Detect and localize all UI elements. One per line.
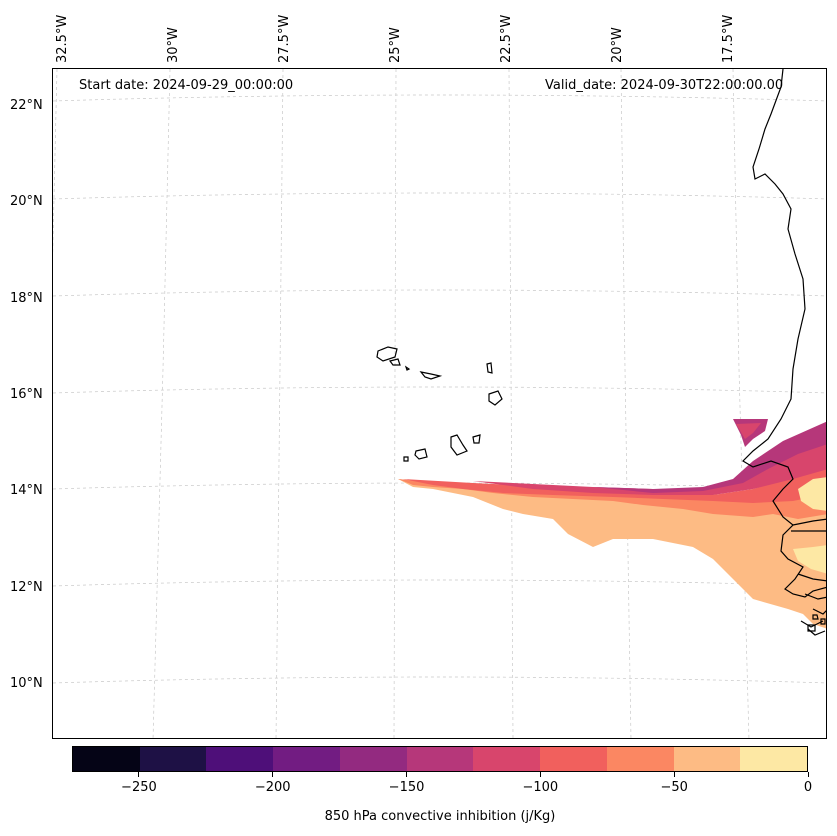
colorbar-tick-label: 0	[803, 780, 813, 795]
grid-lat-14n	[53, 482, 826, 490]
colorbar-tick-label: −250	[121, 780, 157, 795]
island-santo-antao	[376, 346, 398, 362]
colorbar-segment	[339, 747, 407, 771]
colorbar-tick-label: −150	[388, 780, 425, 795]
lat-label-20n: 20°N	[10, 194, 43, 209]
colorbar-tick-label: −100	[522, 780, 559, 795]
colorbar-tick	[807, 772, 809, 777]
grid-lon-22-5w	[508, 69, 514, 738]
island-maio	[472, 434, 481, 444]
lat-label-12n: 12°N	[10, 580, 43, 595]
grid-lat-10n	[53, 676, 826, 684]
lon-label-22-5w: 22.5°W	[499, 14, 514, 63]
lon-label-30w: 30°W	[166, 27, 181, 63]
grid-lon-30w	[152, 69, 171, 738]
island-fogo	[414, 448, 428, 460]
island-boa-vista	[488, 390, 503, 406]
island-sao-nicolau	[419, 371, 443, 380]
island-santiago	[450, 434, 468, 456]
grid-lat-18n	[53, 289, 826, 297]
island-santa-luzia	[404, 365, 411, 371]
colorbar-label: 850 hPa convective inhibition (j/Kg)	[324, 809, 556, 824]
lon-label-32-5w: 32.5°W	[55, 14, 70, 63]
grid-lon-27-5w	[275, 69, 284, 738]
start-date-label: Start date: 2024-09-29_00:00:00	[79, 78, 294, 93]
lon-label-25w: 25°W	[388, 27, 403, 63]
lon-label-27-5w: 27.5°W	[277, 14, 292, 63]
africa-coastline	[742, 69, 826, 598]
guinea-bissau-coast	[797, 573, 826, 636]
colorbar-segment	[740, 747, 808, 771]
valid-date-label: Valid_date: 2024-09-30T22:00:00.00	[545, 78, 784, 93]
bijagos-islands	[807, 614, 826, 632]
colorbar-segment	[473, 747, 541, 771]
lon-label-20w: 20°W	[610, 27, 625, 63]
lat-label-10n: 10°N	[10, 676, 43, 691]
colorbar-segment	[139, 747, 207, 771]
island-sao-vicente	[388, 358, 401, 366]
grid-lon-25w	[393, 69, 397, 738]
graticule	[53, 69, 826, 738]
cin-hotspot-minus-25-2	[793, 545, 826, 574]
lat-label-22n: 22°N	[10, 98, 43, 113]
colorbar-tick-label: −200	[254, 780, 291, 795]
colorbar-tick	[406, 772, 408, 777]
island-sal	[486, 362, 493, 374]
grid-lat-16n	[53, 386, 826, 394]
cin-band-minus-125-north	[736, 423, 761, 439]
grid-lon-17-5w	[732, 69, 750, 738]
cin-hotspot-minus-25	[798, 477, 826, 511]
lat-label-16n: 16°N	[10, 387, 43, 402]
colorbar-tick	[138, 772, 140, 777]
lon-label-17-5w: 17.5°W	[721, 14, 736, 63]
lat-label-14n: 14°N	[10, 483, 43, 498]
grid-lat-20n	[53, 192, 826, 200]
colorbar-tick-label: −50	[660, 780, 688, 795]
lat-label-18n: 18°N	[10, 291, 43, 306]
colorbar-segment	[273, 747, 340, 771]
colorbar-segment	[406, 747, 474, 771]
colorbar-tick	[673, 772, 675, 777]
map-panel[interactable]	[52, 68, 827, 739]
gambia-river	[791, 518, 826, 532]
colorbar-tick	[539, 772, 541, 777]
cin-band-minus-100	[403, 467, 826, 503]
grid-lat-12n	[53, 579, 826, 587]
cin-field	[398, 419, 826, 629]
coastlines	[376, 69, 826, 636]
colorbar-segment	[673, 747, 741, 771]
colorbar-segment	[540, 747, 607, 771]
map-canvas	[53, 69, 826, 738]
colorbar-tick	[272, 772, 274, 777]
grid-lon-32-5w	[53, 69, 58, 256]
colorbar-segment	[606, 747, 674, 771]
colorbar-segment	[206, 747, 274, 771]
cin-band-minus-50	[398, 479, 826, 629]
cin-band-minus-150	[593, 421, 826, 493]
grid-lon-20w	[620, 69, 632, 738]
colorbar	[72, 746, 808, 772]
colorbar-segment	[73, 747, 140, 771]
grid-lat-22n	[53, 94, 826, 102]
island-brava	[403, 456, 409, 462]
